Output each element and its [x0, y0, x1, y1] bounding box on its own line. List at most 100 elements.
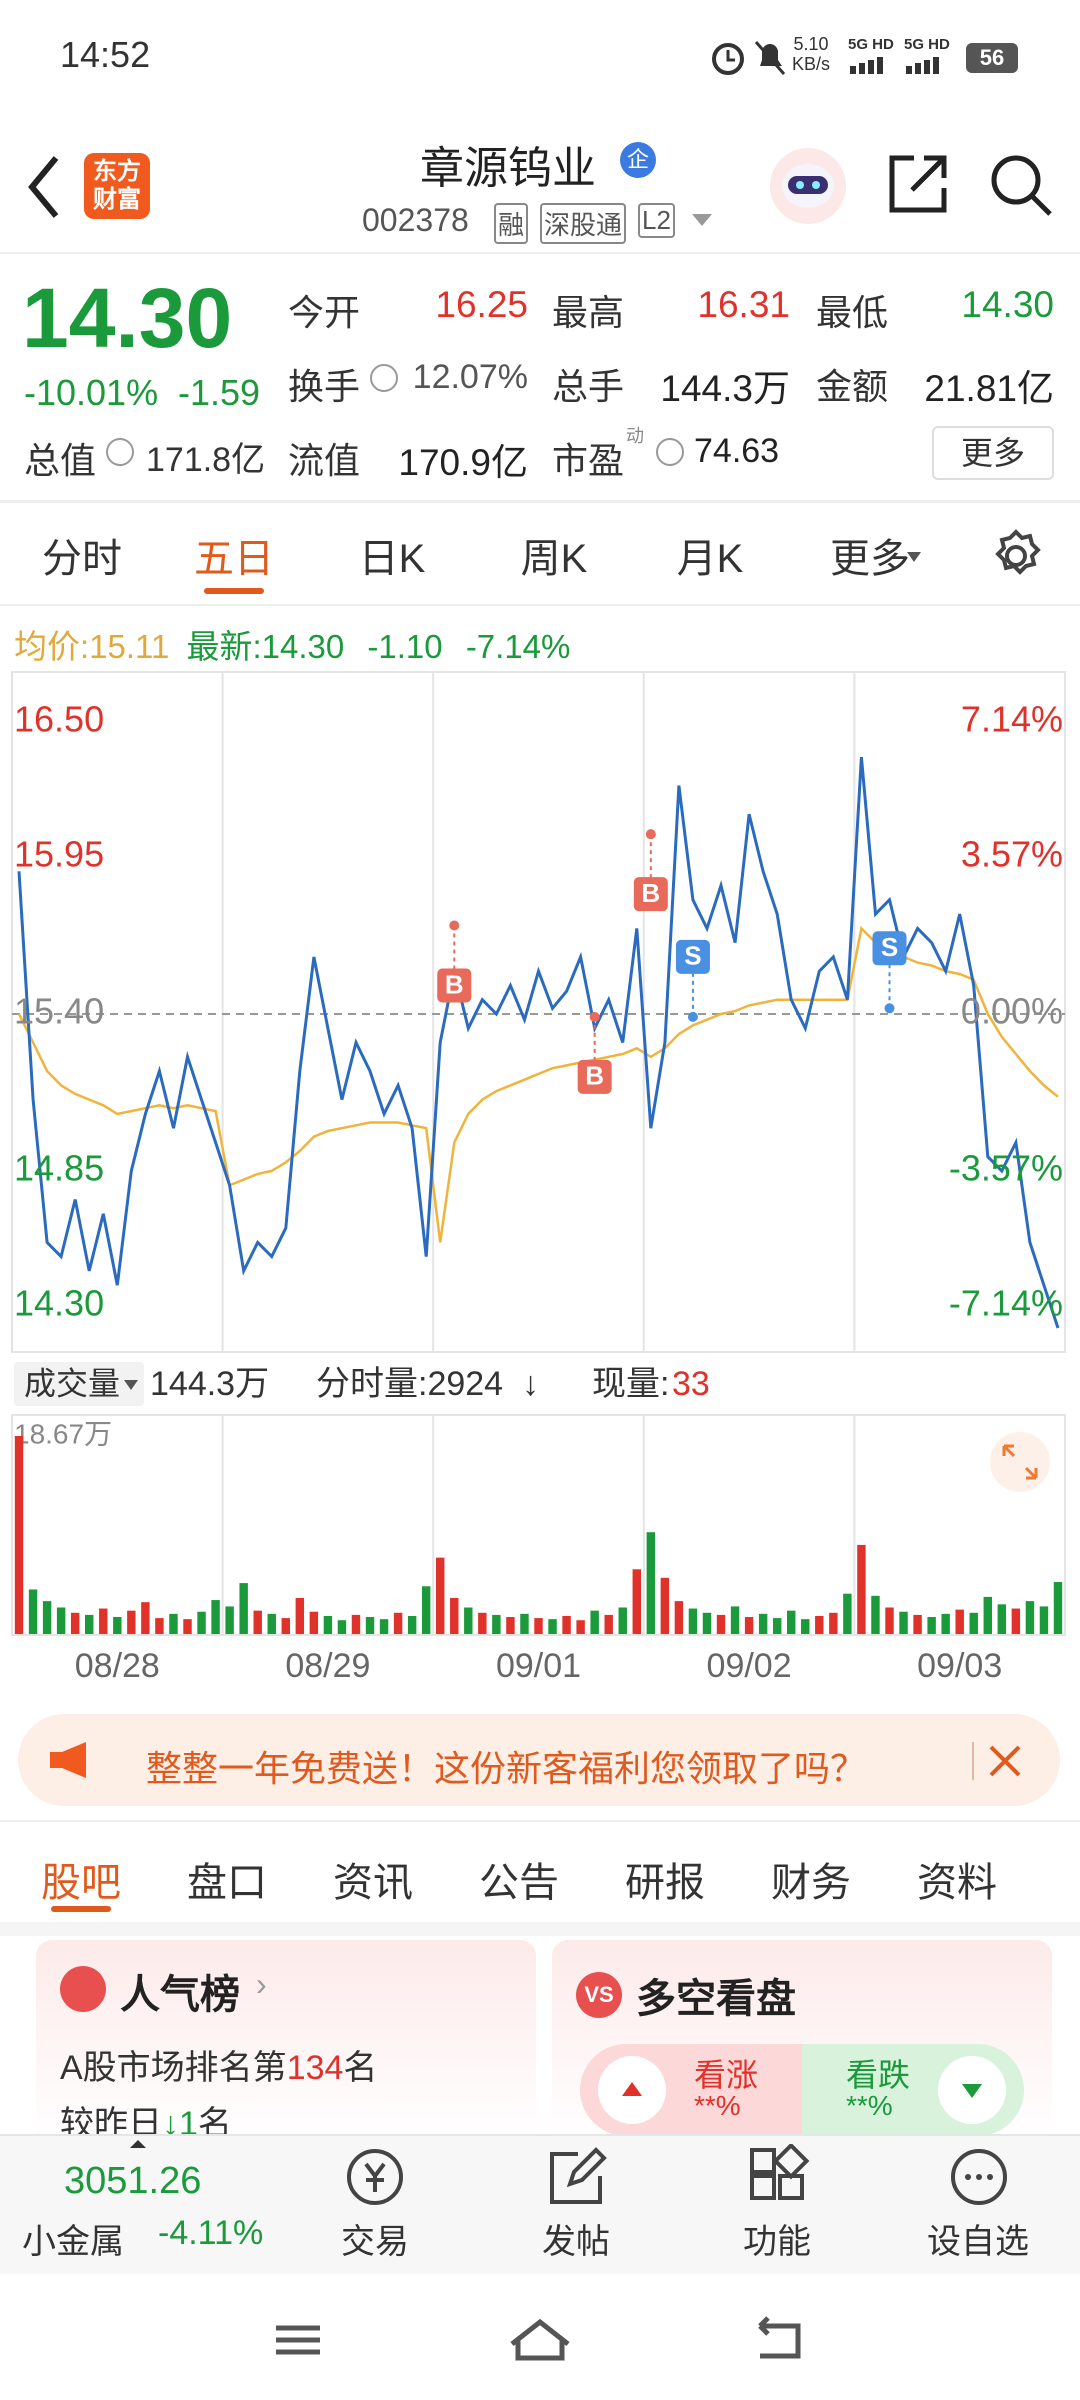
- period-tab[interactable]: 五日: [194, 537, 274, 581]
- now-volume: 33: [672, 1365, 710, 1403]
- down-pct: **%: [846, 2090, 893, 2121]
- volume-bar: [548, 1619, 557, 1634]
- y-tick-label: 16.50: [14, 699, 104, 740]
- volume-bar: [253, 1610, 262, 1634]
- section-tab[interactable]: 股吧: [41, 1861, 121, 1905]
- x-tick-label: 09/02: [707, 1647, 792, 1685]
- volume-bar: [169, 1613, 178, 1634]
- logo-line: 东方: [93, 158, 141, 185]
- volume-bar: [857, 1544, 866, 1634]
- vs-badge: VS: [576, 1972, 622, 2018]
- volume-bar: [127, 1610, 136, 1634]
- tag: 深股通: [540, 203, 627, 244]
- dropdown-icon[interactable]: [690, 212, 714, 228]
- expand-button[interactable]: [990, 1432, 1050, 1492]
- robot-avatar[interactable]: [768, 146, 848, 226]
- section-tab[interactable]: 财务: [771, 1861, 851, 1905]
- info-icon[interactable]: [370, 364, 398, 392]
- field-label: 最高: [552, 292, 625, 333]
- volume-bar: [407, 1615, 417, 1634]
- volume-bar: [225, 1606, 234, 1634]
- volume-bar: [660, 1577, 670, 1634]
- up-icon: [598, 2056, 666, 2124]
- period-tab[interactable]: 更多: [830, 537, 910, 581]
- change-pct: -10.01%: [24, 372, 159, 413]
- search-button[interactable]: [988, 152, 1054, 218]
- y2-tick-label: 0.00%: [961, 991, 1063, 1032]
- bottom-item[interactable]: 功能: [743, 2223, 811, 2261]
- dropdown-icon[interactable]: [906, 550, 922, 564]
- last-change-pct: -7.14%: [465, 628, 571, 665]
- divider: [0, 1820, 1080, 1822]
- volume-bar: [337, 1620, 347, 1634]
- section-tab[interactable]: 公告: [479, 1861, 559, 1905]
- rank-card[interactable]: [36, 1940, 536, 2140]
- watchlist-icon: [951, 2149, 1007, 2205]
- volume-bar: [478, 1612, 487, 1634]
- price-frame: [11, 671, 1066, 1353]
- net-speed: 5.10 KB/s: [792, 34, 830, 74]
- section-tab[interactable]: 资讯: [333, 1861, 413, 1905]
- volume-bar: [1053, 1582, 1063, 1634]
- period-tab[interactable]: 周K: [520, 537, 588, 581]
- down-label: 看跌: [846, 2057, 911, 2093]
- nav-bar: [0, 2274, 1080, 2400]
- volume-bar: [815, 1615, 824, 1634]
- last-value: 14.30: [261, 628, 345, 665]
- menu-button[interactable]: [276, 2325, 320, 2355]
- volume-bar: [885, 1607, 894, 1634]
- marker-box: [437, 968, 472, 1003]
- close-button[interactable]: [988, 1744, 1022, 1778]
- index-name[interactable]: 小金属: [22, 2223, 124, 2261]
- volume-bar: [899, 1611, 908, 1634]
- volume-bar: [323, 1615, 333, 1634]
- index-value[interactable]: 3051.26: [64, 2160, 202, 2202]
- volume-bar: [211, 1600, 220, 1634]
- volume-bar: [843, 1593, 852, 1634]
- text: 名: [343, 2049, 378, 2087]
- info-icon[interactable]: [656, 438, 684, 466]
- tick-arrow: ↓: [522, 1365, 539, 1403]
- tick-volume: 分时量:2924: [316, 1365, 503, 1403]
- more-button[interactable]: 更多: [932, 426, 1054, 480]
- period-tab[interactable]: 月K: [676, 537, 744, 581]
- promo-banner[interactable]: [18, 1714, 1060, 1806]
- volume-bar: [492, 1614, 501, 1634]
- volume-bar: [674, 1601, 684, 1634]
- period-tab[interactable]: 日K: [358, 537, 426, 581]
- app-logo[interactable]: 东方 财富: [84, 153, 150, 219]
- info-icon[interactable]: [106, 438, 134, 466]
- volume-bar: [155, 1618, 164, 1634]
- stock-name: 章源钨业: [420, 144, 596, 193]
- up-pct: **%: [694, 2090, 741, 2121]
- back-button[interactable]: [24, 152, 64, 222]
- volume-bar: [365, 1617, 375, 1634]
- period-tab[interactable]: 分时: [42, 537, 122, 581]
- y-tick-label: 18.67万: [14, 1418, 112, 1449]
- volume-frame: [11, 1414, 1066, 1636]
- share-button[interactable]: [886, 152, 950, 216]
- index-change[interactable]: -4.11%: [158, 2214, 264, 2252]
- section-tab[interactable]: 资料: [917, 1861, 997, 1905]
- volume-bar: [42, 1601, 52, 1634]
- bottom-item[interactable]: 发帖: [542, 2223, 610, 2261]
- section-tab[interactable]: 盘口: [187, 1861, 267, 1905]
- volume-bar: [421, 1586, 431, 1634]
- volume-bar: [772, 1618, 782, 1634]
- volume-bar: [801, 1619, 810, 1634]
- y-tick-label: 14.30: [14, 1283, 104, 1324]
- settings-button[interactable]: [988, 528, 1044, 584]
- marker-dot: [884, 1003, 895, 1014]
- bottom-item[interactable]: 设自选: [927, 2223, 1029, 2261]
- volume-selector[interactable]: [14, 1362, 144, 1406]
- volume-bar: [941, 1613, 950, 1634]
- back-nav-button[interactable]: [758, 2316, 801, 2359]
- home-button[interactable]: [510, 2318, 570, 2361]
- bottom-item[interactable]: 交易: [341, 2223, 409, 2261]
- section-tab[interactable]: 研报: [625, 1861, 705, 1905]
- down-icon: [938, 2056, 1006, 2124]
- volume-bar: [604, 1614, 613, 1634]
- divider: [0, 252, 1080, 254]
- net-speed-unit: KB/s: [792, 54, 831, 74]
